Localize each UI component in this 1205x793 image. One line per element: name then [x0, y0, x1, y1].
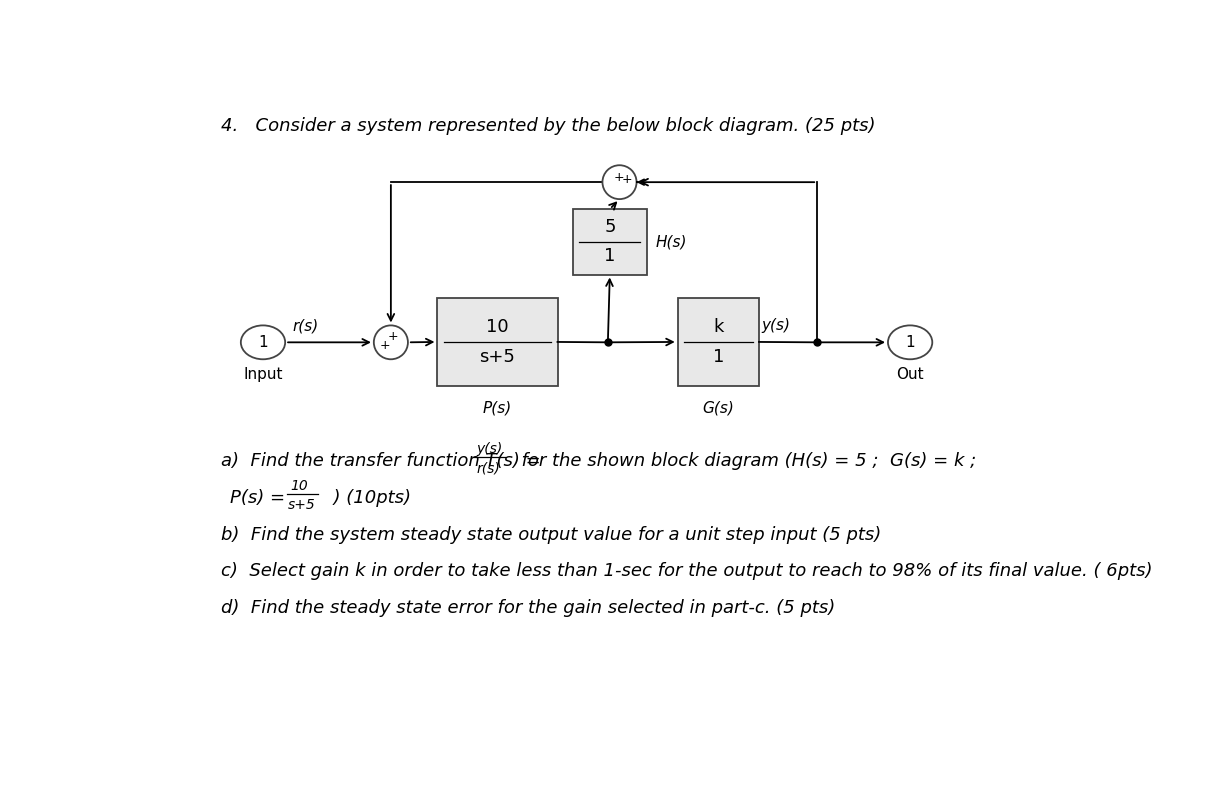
Ellipse shape — [888, 325, 933, 359]
Text: d)  Find the steady state error for the gain selected in part-c. (5 pts): d) Find the steady state error for the g… — [221, 599, 835, 617]
Text: for the shown block diagram (H(s) = 5 ;  G(s) = k ;: for the shown block diagram (H(s) = 5 ; … — [510, 452, 976, 470]
Text: c)  Select gain k in order to take less than 1-sec for the output to reach to 98: c) Select gain k in order to take less t… — [221, 562, 1152, 580]
Text: 1: 1 — [712, 347, 724, 366]
Text: P(s): P(s) — [483, 400, 512, 415]
Text: +: + — [613, 171, 624, 184]
Text: 1: 1 — [905, 335, 915, 350]
Text: y(s): y(s) — [476, 442, 502, 456]
Text: a)  Find the transfer function T(s) =: a) Find the transfer function T(s) = — [221, 452, 546, 470]
Bar — [437, 297, 558, 386]
Text: +: + — [621, 174, 631, 186]
Bar — [677, 297, 759, 386]
Text: r(s): r(s) — [293, 318, 319, 333]
Text: k: k — [713, 318, 723, 336]
Text: 5: 5 — [604, 218, 616, 236]
Text: 4.   Consider a system represented by the below block diagram. (25 pts): 4. Consider a system represented by the … — [221, 117, 875, 135]
Circle shape — [374, 325, 408, 359]
Text: ) (10pts): ) (10pts) — [322, 489, 411, 507]
Text: 1: 1 — [258, 335, 268, 350]
Text: G(s): G(s) — [703, 400, 734, 415]
Text: Input: Input — [243, 367, 283, 382]
Text: b)  Find the system steady state output value for a unit step input (5 pts): b) Find the system steady state output v… — [221, 526, 881, 544]
Text: 10: 10 — [486, 318, 509, 336]
Ellipse shape — [241, 325, 286, 359]
Text: +: + — [388, 330, 399, 343]
Text: 10: 10 — [290, 479, 308, 492]
Text: H(s): H(s) — [656, 235, 687, 249]
Text: Out: Out — [897, 367, 924, 382]
Text: s+5: s+5 — [480, 347, 516, 366]
Text: 1: 1 — [604, 247, 616, 266]
Text: r(s): r(s) — [476, 462, 500, 476]
Text: s+5: s+5 — [288, 498, 316, 512]
Text: +: + — [380, 339, 390, 352]
Text: P(s) =: P(s) = — [230, 489, 290, 507]
Circle shape — [602, 165, 636, 199]
Bar — [574, 209, 647, 274]
Text: y(s): y(s) — [762, 318, 790, 333]
